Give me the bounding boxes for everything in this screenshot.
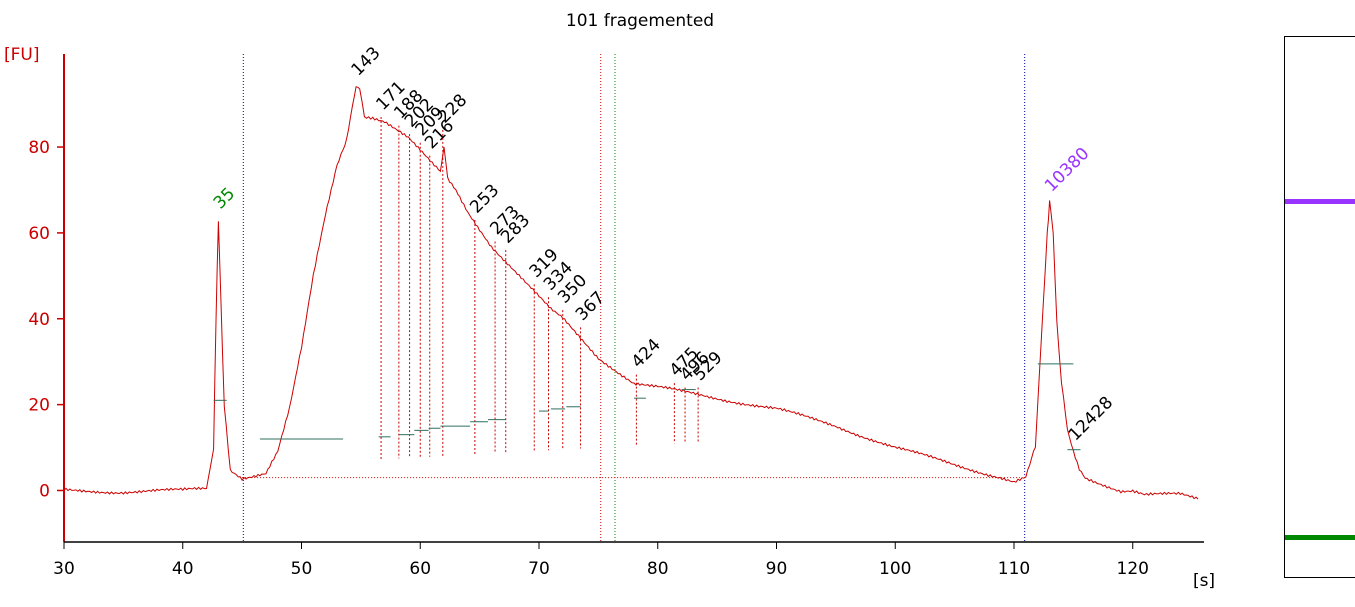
y-tick-label: 20 [28, 396, 50, 416]
peak-label: 424 [628, 335, 665, 372]
gel-lane [1284, 36, 1355, 578]
x-tick-label: 80 [647, 559, 669, 579]
gel-upper-marker-band [1285, 199, 1355, 204]
x-tick-label: 90 [766, 559, 788, 579]
y-axis-label: [FU] [4, 45, 40, 65]
x-tick-label: 110 [998, 559, 1030, 579]
y-tick-label: 60 [28, 224, 50, 244]
x-tick-label: 70 [528, 559, 550, 579]
x-tick-label: 60 [409, 559, 431, 579]
y-tick-label: 40 [28, 310, 50, 330]
peak-label: 12428 [1065, 393, 1117, 445]
peak-label: 143 [348, 43, 385, 80]
x-tick-label: 120 [1117, 559, 1149, 579]
gel-lower-marker-band [1285, 535, 1355, 540]
y-tick-label: 80 [28, 138, 50, 158]
peak-label: 10380 [1041, 144, 1093, 196]
x-tick-label: 50 [291, 559, 313, 579]
peak-label: 35 [210, 184, 239, 213]
x-tick-label: 100 [879, 559, 911, 579]
x-tick-label: 40 [172, 559, 194, 579]
electropherogram-chart: 101 fragemented [FU] [s] 0 20 40 60 80 30 40 50… [4, 11, 1215, 591]
x-axis-label: [s] [1193, 571, 1215, 591]
y-tick-label: 0 [39, 481, 50, 501]
peak-label: 253 [466, 180, 503, 217]
electropherogram-trace [63, 86, 1199, 500]
chart-title: 101 fragemented [566, 11, 714, 31]
x-tick-label: 30 [53, 559, 75, 579]
